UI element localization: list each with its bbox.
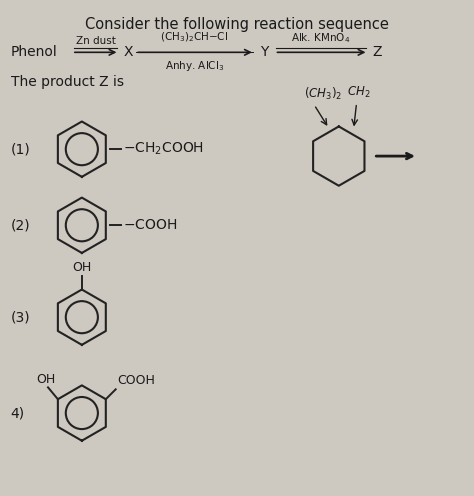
Text: (1): (1): [11, 142, 30, 156]
Text: 4): 4): [11, 406, 25, 420]
Text: Phenol: Phenol: [11, 45, 57, 60]
Text: OH: OH: [36, 373, 55, 386]
Text: COOH: COOH: [118, 374, 155, 387]
Text: X: X: [123, 45, 133, 60]
Text: Anhy. AlCl$_3$: Anhy. AlCl$_3$: [165, 59, 224, 73]
Text: Zn dust: Zn dust: [76, 36, 116, 47]
Text: $(CH_3)_2$: $(CH_3)_2$: [304, 86, 343, 102]
Text: (3): (3): [11, 310, 30, 324]
Text: $-$CH$_2$COOH: $-$CH$_2$COOH: [123, 141, 204, 157]
Text: Z: Z: [373, 45, 382, 60]
Text: $CH_2$: $CH_2$: [346, 85, 370, 100]
Text: Y: Y: [260, 45, 268, 60]
Text: (2): (2): [11, 218, 30, 232]
Text: $-$COOH: $-$COOH: [123, 218, 178, 232]
Text: (CH$_3$)$_2$CH$-$Cl: (CH$_3$)$_2$CH$-$Cl: [160, 31, 228, 45]
Text: OH: OH: [72, 261, 91, 274]
Text: The product Z is: The product Z is: [11, 75, 124, 89]
Text: Consider the following reaction sequence: Consider the following reaction sequence: [85, 17, 389, 32]
Text: Alk. KMnO$_4$: Alk. KMnO$_4$: [292, 32, 351, 46]
